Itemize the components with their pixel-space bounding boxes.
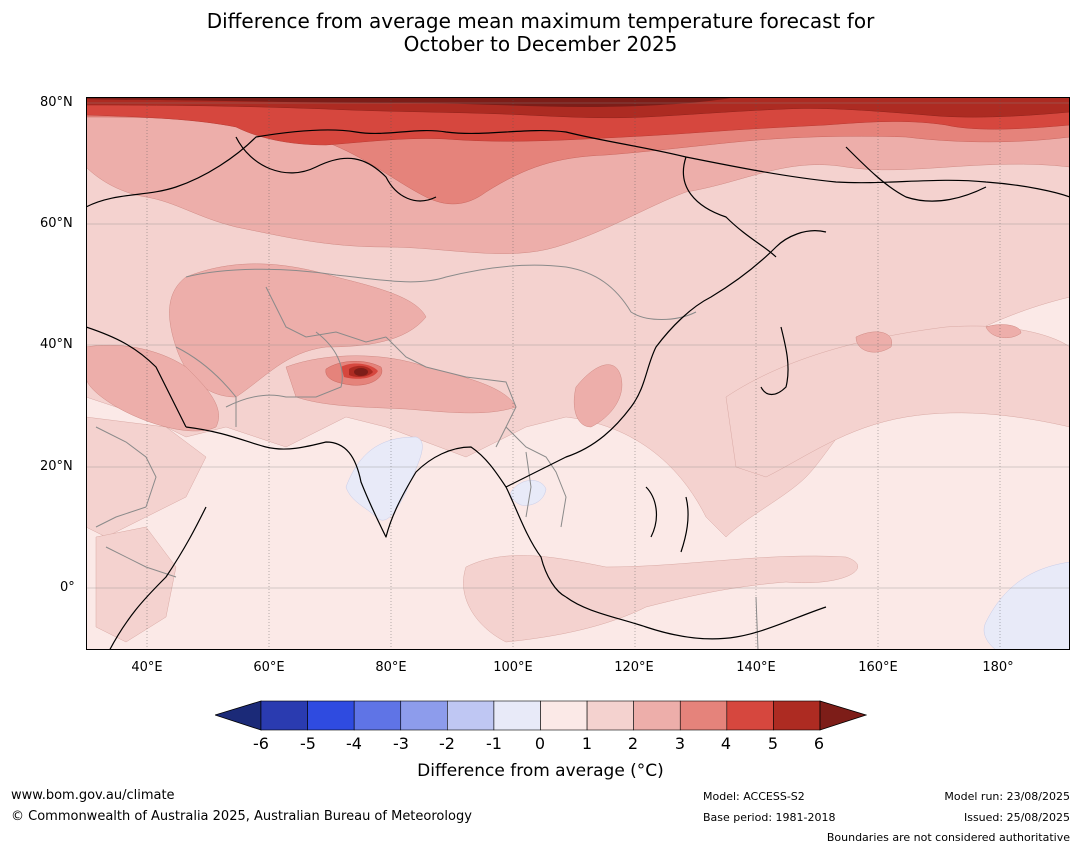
colorbar-tick: 4 (720, 734, 732, 753)
model-run-text: Model run: 23/08/2025 (944, 790, 1070, 803)
lon-label-60e: 60°E (253, 660, 285, 675)
anomaly-region-2-3-japan (855, 331, 892, 353)
colorbar-tick: -3 (393, 734, 409, 753)
lon-label-40e: 40°E (131, 660, 163, 675)
coastlines (86, 129, 1070, 650)
anomaly-region-gt-6 (86, 97, 736, 107)
lon-label-80e: 80°E (375, 660, 407, 675)
colorbar-cell (633, 700, 681, 731)
colorbar-cell (586, 700, 634, 731)
colorbar-tick: 6 (813, 734, 825, 753)
anomaly-region-4-5 (86, 101, 1070, 146)
lat-label-40n: 40°N (40, 337, 73, 352)
colorbar-cell (726, 700, 774, 731)
colorbar-cell (773, 700, 821, 731)
disclaimer-text: Boundaries are not considered authoritat… (826, 831, 1070, 844)
colorbar-cell (679, 700, 728, 731)
lon-label-160e: 160°E (858, 660, 898, 675)
base-period-text: Base period: 1981-2018 (703, 811, 836, 824)
lat-label-60n: 60°N (40, 216, 73, 231)
map-title-line-1: Difference from average mean maximum tem… (206, 9, 875, 33)
copyright-text: © Commonwealth of Australia 2025, Austra… (11, 809, 472, 824)
bom-url-link[interactable]: www.bom.gov.au/climate (11, 788, 175, 803)
lon-label-180: 180° (982, 660, 1014, 675)
colorbar-arrow-high (819, 700, 867, 731)
colorbar-cell (540, 700, 588, 731)
anomaly-region-2-3-russia (86, 108, 1070, 254)
anomaly-region-1-2-maritime (463, 555, 858, 643)
lon-label-140e: 140°E (736, 660, 776, 675)
lon-label-100e: 100°E (493, 660, 533, 675)
meridian-gridlines (146, 97, 1001, 650)
model-text: Model: ACCESS-S2 (703, 790, 805, 803)
lon-label-120e: 120°E (614, 660, 654, 675)
lat-label-20n: 20°N (40, 459, 73, 474)
colorbar-cell (307, 700, 355, 731)
anomaly-region-2-3-pacific-east (985, 324, 1022, 339)
colorbar-cell (493, 700, 541, 731)
colorbar-tick: 5 (767, 734, 779, 753)
colorbar-tick: -4 (346, 734, 362, 753)
map-title-line-2: October to December 2025 (403, 32, 678, 56)
colorbar-tick: 2 (627, 734, 639, 753)
parallel-gridlines (86, 102, 1070, 589)
forecast-map (86, 97, 1070, 650)
anomaly-region-2-3-china-east (573, 364, 623, 428)
country-borders (95, 264, 759, 650)
map-frame (86, 97, 1070, 650)
issued-text: Issued: 25/08/2025 (963, 811, 1070, 824)
lat-label-80n: 80°N (40, 95, 73, 110)
anomaly-region-1-2-west (86, 416, 207, 538)
colorbar-tick: 1 (581, 734, 593, 753)
colorbar-cell (447, 700, 495, 731)
colorbar-tick: -5 (300, 734, 316, 753)
colorbar (215, 700, 867, 731)
colorbar-arrow-low (215, 700, 262, 731)
colorbar-tick: -6 (253, 734, 269, 753)
anomaly-region-1-2-africa-south (95, 526, 177, 643)
lat-label-0: 0° (60, 580, 75, 595)
colorbar-cell (260, 700, 308, 731)
colorbar-tick: 3 (674, 734, 686, 753)
anomaly-region-2-3-middle-east (86, 344, 219, 432)
colorbar-label: Difference from average (°C) (417, 761, 664, 781)
colorbar-cell (353, 700, 402, 731)
anomaly-region-1-2-pacific (725, 325, 1070, 478)
colorbar-tick: 0 (534, 734, 546, 753)
colorbar-tick: -2 (439, 734, 455, 753)
colorbar-tick: -1 (486, 734, 502, 753)
hot-spot-kashmir-core (354, 368, 368, 376)
anomaly-region-neg-india (345, 436, 423, 521)
colorbar-cell (400, 700, 448, 731)
